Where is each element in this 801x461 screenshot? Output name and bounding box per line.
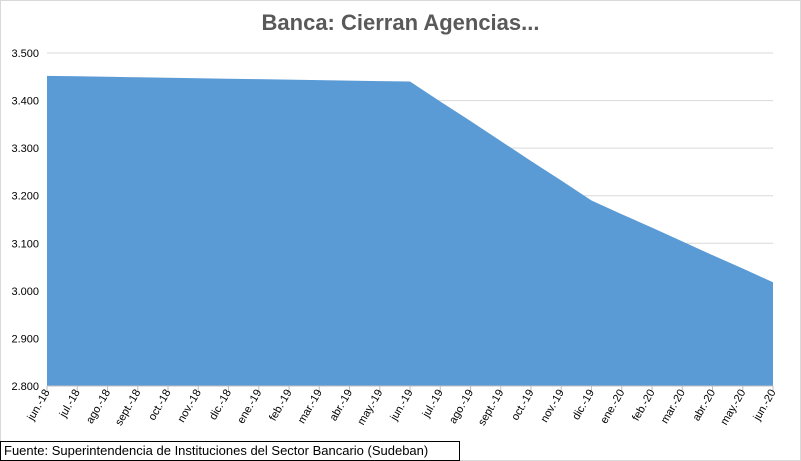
source-note: Fuente: Superintendencia de Institucione… bbox=[4, 443, 429, 458]
x-tick-label: may.-20 bbox=[718, 388, 748, 428]
x-axis: jun.-18 jul.-18 ago.-18 sept.-18 oct.-18 nov.… bbox=[25, 385, 779, 428]
x-tick-label: jul.-19 bbox=[420, 388, 446, 421]
x-tick-label: sept.-19 bbox=[476, 388, 506, 428]
x-tick-label: ene.-19 bbox=[235, 388, 264, 426]
x-tick-label: may.-19 bbox=[355, 388, 385, 428]
area-series bbox=[46, 75, 774, 386]
y-axis: 2.800 2.900 3.000 3.100 3.200 3.300 3.400 3.500 bbox=[11, 48, 39, 393]
x-tick-label: sept.-18 bbox=[113, 388, 143, 428]
y-tick-label: 3.400 bbox=[11, 96, 39, 108]
y-tick-label: 2.800 bbox=[11, 381, 39, 393]
x-tick-label: feb.-19 bbox=[267, 388, 295, 424]
source-note-box: Fuente: Superintendencia de Institucione… bbox=[0, 441, 460, 461]
y-tick-label: 3.200 bbox=[11, 191, 39, 203]
area-fill bbox=[47, 75, 773, 386]
y-tick-label: 3.300 bbox=[11, 143, 39, 155]
y-tick-label: 2.900 bbox=[11, 333, 39, 345]
x-tick-label: nov.-18 bbox=[176, 388, 204, 425]
x-tick-label: nov.-19 bbox=[539, 388, 567, 425]
x-tick-label: jun.-20 bbox=[751, 388, 779, 424]
x-tick-label: jun.-19 bbox=[388, 388, 416, 424]
x-tick-label: abr.-20 bbox=[691, 388, 719, 424]
x-tick-label: mar.-20 bbox=[659, 388, 688, 426]
x-tick-label: ago.-19 bbox=[447, 388, 476, 426]
x-tick-label: dic.-18 bbox=[207, 388, 234, 423]
x-tick-label: jul.-18 bbox=[57, 388, 83, 421]
x-tick-label: oct.-19 bbox=[509, 388, 536, 423]
x-tick-label: ago.-18 bbox=[84, 388, 113, 426]
chart-title: Banca: Cierran Agencias... bbox=[261, 10, 540, 35]
x-tick-label: mar.-19 bbox=[296, 388, 325, 426]
x-tick-label: feb.-20 bbox=[630, 388, 658, 424]
x-tick-label: dic.-19 bbox=[570, 388, 597, 423]
y-tick-label: 3.000 bbox=[11, 286, 39, 298]
x-tick-label: abr.-19 bbox=[328, 388, 356, 424]
x-tick-label: oct.-18 bbox=[146, 388, 173, 423]
y-tick-label: 3.500 bbox=[11, 48, 39, 60]
x-tick-label: ene.-20 bbox=[598, 388, 627, 426]
y-tick-label: 3.100 bbox=[11, 238, 39, 250]
